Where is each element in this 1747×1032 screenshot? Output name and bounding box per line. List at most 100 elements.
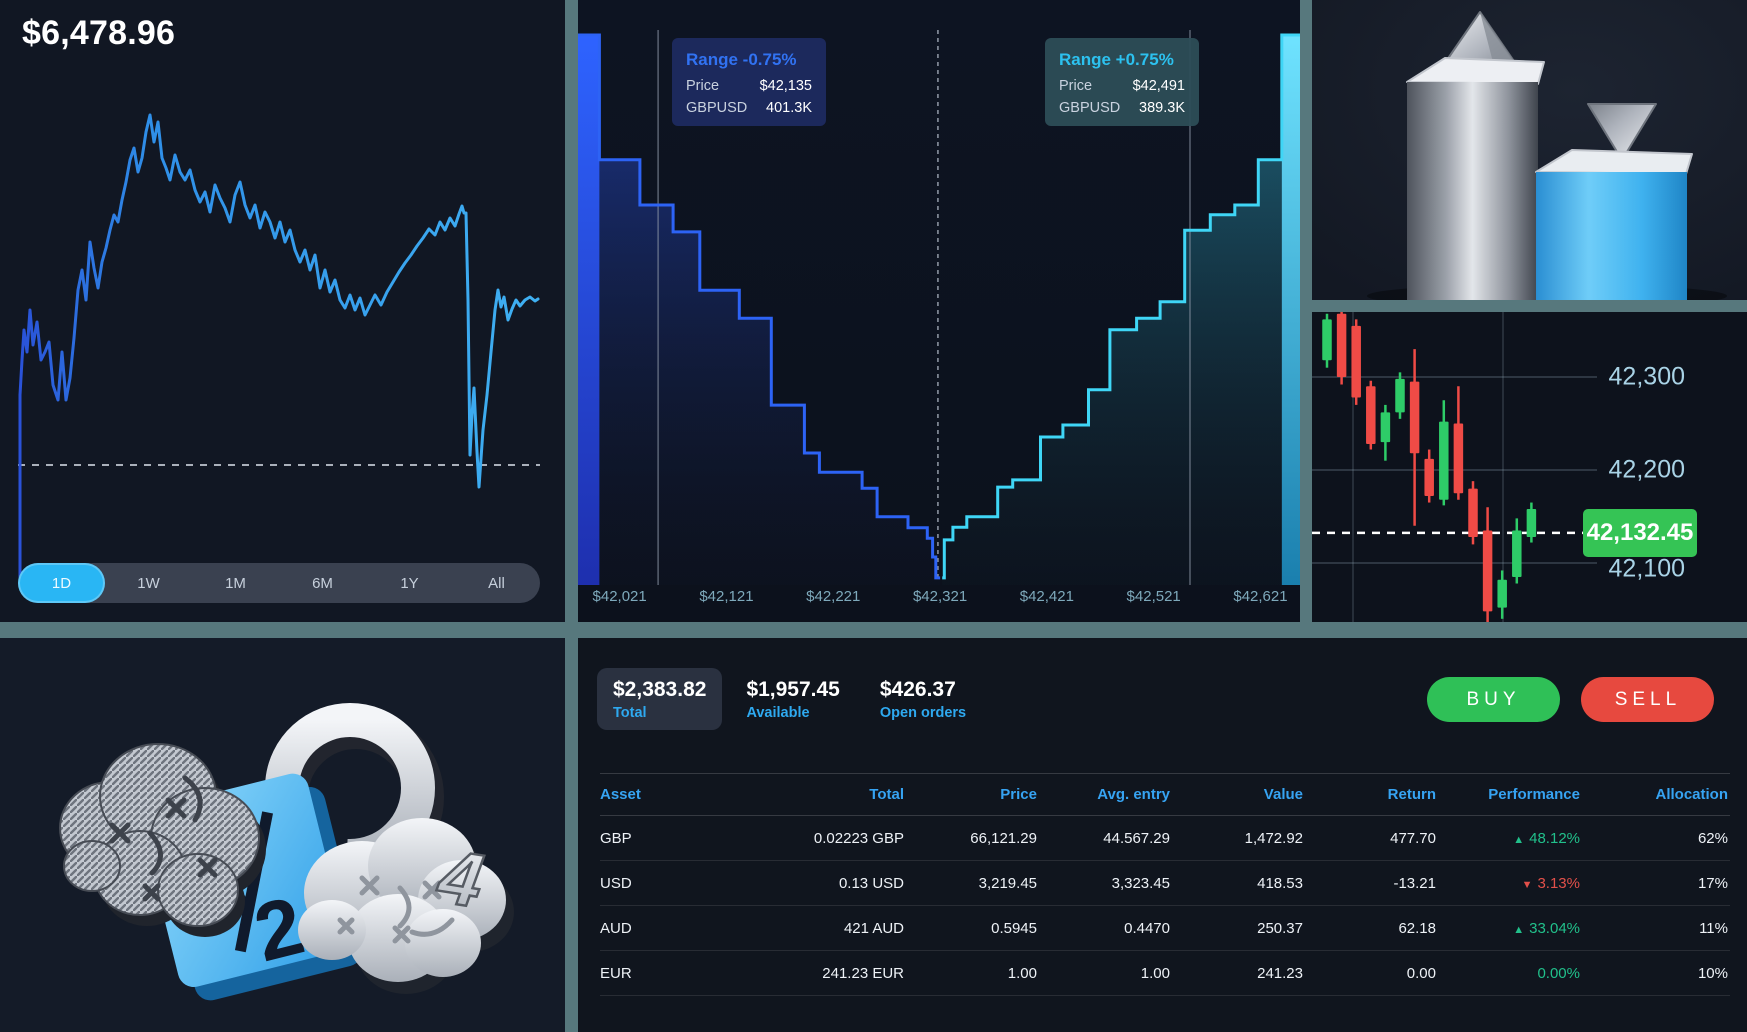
bar-sculpture-illustration <box>1367 11 1727 300</box>
depth-chart-panel: Range -0.75% Price $42,135 GBPUSD 401.3K Ra… <box>578 0 1300 622</box>
range-button-1m[interactable]: 1M <box>192 563 279 603</box>
order-actions: BUY SELL <box>1427 677 1715 722</box>
range-button-all[interactable]: All <box>453 563 540 603</box>
time-range-selector: 1D 1W 1M 6M 1Y All <box>18 563 540 603</box>
position-row-usd[interactable]: USD 0.13 USD 3,219.45 3,323.45 418.53 -13.21 ▼… <box>600 861 1730 906</box>
depth-x-label: $42,321 <box>912 588 968 605</box>
silver-pillar <box>1406 11 1545 300</box>
smooth-blob <box>298 818 514 994</box>
table-cell: 0.4470 <box>1124 919 1170 937</box>
last-price-badge: 42,132.45 <box>1583 508 1697 557</box>
position-row-gbp[interactable]: GBP 0.02223 GBP 66,121.29 44.567.29 1,472.92… <box>600 816 1730 861</box>
depth-chart <box>578 30 1300 585</box>
table-cell: 1.00 <box>1007 964 1037 982</box>
ask-tooltip-row: Price $42,491 <box>1059 78 1185 94</box>
range-button-1y[interactable]: 1Y <box>366 563 453 603</box>
depth-x-label: $42,621 <box>1233 588 1288 605</box>
table-cell: 62.18 <box>1398 919 1436 937</box>
range-button-1d[interactable]: 1D <box>18 563 105 603</box>
depth-x-label: $42,421 <box>1019 588 1074 605</box>
table-cell: 0.02223 GBP <box>813 829 904 847</box>
numbers-illustration: 5 1 2 <box>59 703 514 1001</box>
performance-cell: ▲ 33.04% <box>1513 919 1580 937</box>
table-cell: 3,323.45 <box>1111 874 1170 892</box>
table-cell: 250.37 <box>1257 919 1303 937</box>
allocation-cell: 17% <box>1697 874 1728 892</box>
column-header-value: Value <box>1263 786 1303 803</box>
depth-x-label: $42,221 <box>806 588 861 605</box>
table-cell: 0.13 USD <box>838 874 904 892</box>
table-cell: -13.21 <box>1393 874 1436 892</box>
table-cell: EUR <box>600 964 632 982</box>
arrow-up-icon: ▲ <box>1513 833 1525 846</box>
allocation-cell: 11% <box>1699 919 1728 937</box>
arrow-up-icon: ▲ <box>1513 923 1525 936</box>
performance-cell: ▲ 48.12% <box>1513 829 1580 847</box>
balance-summary: $2,383.82 Total $1,957.45 Available $426.37 O… <box>597 668 990 730</box>
table-cell: AUD <box>600 919 632 937</box>
position-row-aud[interactable]: AUD 421 AUD 0.5945 0.4470 250.37 62.18 ▲ 33.04%… <box>600 906 1730 951</box>
bid-tooltip-row: Price $42,135 <box>686 78 812 94</box>
table-header-row: Asset Total Price Avg. entry Value Return Perf… <box>600 774 1730 816</box>
table-cell: 1,472.92 <box>1244 829 1303 847</box>
portfolio-line-chart <box>18 113 540 587</box>
range-button-1w[interactable]: 1W <box>105 563 192 603</box>
column-header-total: Total <box>869 786 904 803</box>
table-cell: 3,219.45 <box>978 874 1037 892</box>
bid-tooltip-row: GBPUSD 401.3K <box>686 100 812 116</box>
range-button-6m[interactable]: 6M <box>279 563 366 603</box>
candle-y-label: 42,100 <box>1608 554 1685 583</box>
table-cell: 44.567.29 <box>1103 829 1170 847</box>
x-marks <box>109 775 218 902</box>
table-cell: 477.70 <box>1390 829 1436 847</box>
hatched-blob <box>59 743 266 937</box>
summary-open-orders[interactable]: $426.37 Open orders <box>879 678 967 721</box>
table-cell: 0.5945 <box>991 919 1037 937</box>
depth-tooltip-ask: Range +0.75% Price $42,491 GBPUSD 389.3K <box>1045 38 1199 126</box>
candlestick-chart <box>1312 312 1597 622</box>
depth-tooltip-bid: Range -0.75% Price $42,135 GBPUSD 401.3K <box>672 38 826 126</box>
account-panel: $2,383.82 Total $1,957.45 Available $426.37 O… <box>578 638 1747 1032</box>
allocation-cell: 62% <box>1697 829 1728 847</box>
table-cell: 241.23 <box>1257 964 1303 982</box>
numbers-3d-render-panel: 5 1 2 <box>0 638 565 1032</box>
sell-button[interactable]: SELL <box>1581 677 1715 722</box>
table-cell: 66,121.29 <box>970 829 1037 847</box>
column-header-return: Return <box>1387 786 1436 803</box>
x-marks <box>337 875 455 944</box>
candle-y-label: 42,200 <box>1608 455 1685 484</box>
table-cell: 418.53 <box>1257 874 1303 892</box>
ask-tooltip-row: GBPUSD 389.3K <box>1059 100 1185 116</box>
table-cell: 421 AUD <box>843 919 904 937</box>
candle-y-label: 42,300 <box>1608 362 1685 391</box>
buy-button[interactable]: BUY <box>1427 677 1560 722</box>
summary-available[interactable]: $1,957.45 Available <box>746 678 840 721</box>
column-header-performance: Performance <box>1488 786 1580 803</box>
summary-total[interactable]: $2,383.82 Total <box>597 668 723 730</box>
table-cell: 1.00 <box>1140 964 1170 982</box>
column-header-allocation: Allocation <box>1655 786 1728 803</box>
positions-table: Asset Total Price Avg. entry Value Return Perf… <box>600 773 1730 996</box>
portfolio-panel: $6,478.96 1D 1W 1M 6M 1Y All <box>0 0 565 622</box>
portfolio-balance: $6,478.96 <box>22 14 176 52</box>
table-cell: USD <box>600 874 632 892</box>
triangle-down-icon <box>1587 103 1657 161</box>
performance-cell: 0.00% <box>1537 964 1580 982</box>
position-row-eur[interactable]: EUR 241.23 EUR 1.00 1.00 241.23 0.00 0.00% 10% <box>600 951 1730 996</box>
column-header-avg-entry: Avg. entry <box>1097 786 1170 803</box>
ask-range-title: Range +0.75% <box>1059 50 1174 69</box>
bars-3d-render-panel <box>1312 0 1747 300</box>
table-cell: 0.00 <box>1406 964 1436 982</box>
arrow-down-icon: ▼ <box>1521 878 1533 891</box>
table-cell: 241.23 EUR <box>822 964 904 982</box>
performance-cell: ▼ 3.13% <box>1521 874 1580 892</box>
allocation-cell: 10% <box>1697 964 1728 982</box>
table-cell: GBP <box>600 829 632 847</box>
depth-x-label: $42,121 <box>699 588 754 605</box>
depth-x-label: $42,521 <box>1126 588 1181 605</box>
column-header-asset: Asset <box>600 786 641 803</box>
bid-range-title: Range -0.75% <box>686 50 797 69</box>
column-header-price: Price <box>1000 786 1037 803</box>
depth-x-label: $42,021 <box>592 588 647 605</box>
candlestick-panel: 42,300 42,200 42,100 42,132.45 <box>1312 312 1747 622</box>
